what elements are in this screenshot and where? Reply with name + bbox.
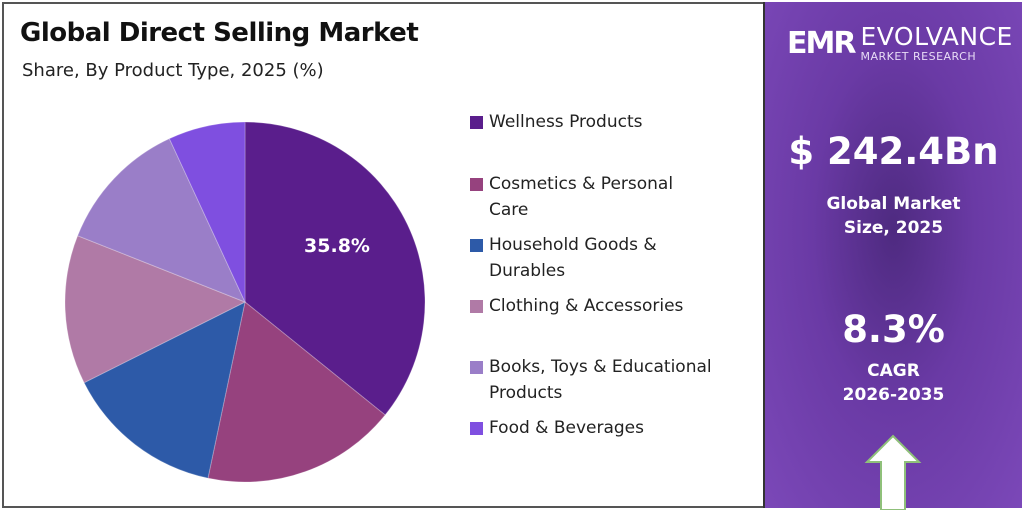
legend-swatch [470,422,483,435]
brand-name: EVOLVANCE [860,22,1013,51]
cagr-value: 8.3% [842,308,945,351]
legend-item-clothing: Clothing & Accessories [470,293,683,319]
chart-title: Global Direct Selling Market [20,18,419,48]
legend-label: Wellness Products [489,112,643,132]
legend-label: Clothing & Accessories [489,296,684,316]
pie-slice [83,301,246,479]
legend-swatch [470,116,483,129]
brand-tagline: MARKET RESEARCH [860,50,977,63]
pie-slice [64,235,247,384]
pie-slice [244,121,426,416]
market-size-value: $ 242.4Bn [788,130,999,173]
legend-swatch [470,300,483,313]
pie-slice [168,121,246,303]
pie-chart: 35.8% [64,121,426,483]
pie-slice [207,301,386,483]
legend-swatch [470,239,483,252]
legend-item-cosmetics: Cosmetics & Personal Care [470,171,673,223]
legend-label: Household Goods & Durables [489,235,657,281]
chart-subtitle: Share, By Product Type, 2025 (%) [22,60,324,81]
brand-logo: EMR EVOLVANCE MARKET RESEARCH [787,22,1013,64]
legend-item-food: Food & Beverages [470,415,644,441]
legend-item-books: Books, Toys & Educational Products [470,354,712,406]
pie-slice-label: 35.8% [304,235,370,257]
legend-swatch [470,361,483,374]
emr-logo-icon: EMR [787,26,856,61]
legend-swatch [470,178,483,191]
legend-label: Cosmetics & Personal Care [489,174,674,220]
cagr-label: CAGR 2026-2035 [842,361,945,405]
pie-slice [76,137,246,303]
up-arrow-icon [864,434,922,510]
legend-label: Food & Beverages [489,418,644,438]
legend-item-wellness: Wellness Products [470,109,642,135]
summary-panel: EMR EVOLVANCE MARKET RESEARCH $ 242.4Bn … [763,2,1022,510]
legend-label: Books, Toys & Educational Products [489,357,712,403]
market-size-label: Global Market Size, 2025 [826,194,961,238]
legend-item-household: Household Goods & Durables [470,232,657,284]
